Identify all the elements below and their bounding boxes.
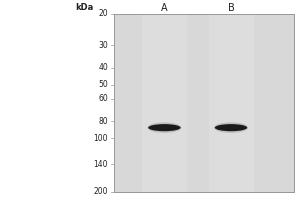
Ellipse shape [215, 124, 247, 131]
Text: 100: 100 [94, 134, 108, 143]
Text: 60: 60 [98, 94, 108, 103]
Text: 140: 140 [94, 160, 108, 169]
Bar [114, 14, 294, 192]
Bar [208, 14, 253, 192]
Text: 30: 30 [98, 41, 108, 50]
Ellipse shape [148, 124, 181, 131]
Bar [142, 14, 187, 192]
Text: kDa: kDa [75, 3, 93, 12]
Bar [114, 14, 294, 192]
Text: 80: 80 [98, 117, 108, 126]
Ellipse shape [214, 122, 248, 133]
Text: A: A [161, 3, 168, 13]
Text: 40: 40 [98, 63, 108, 72]
Ellipse shape [147, 122, 182, 133]
Text: 50: 50 [98, 80, 108, 89]
Text: B: B [228, 3, 234, 13]
Text: 20: 20 [98, 9, 108, 19]
Text: 200: 200 [94, 188, 108, 196]
